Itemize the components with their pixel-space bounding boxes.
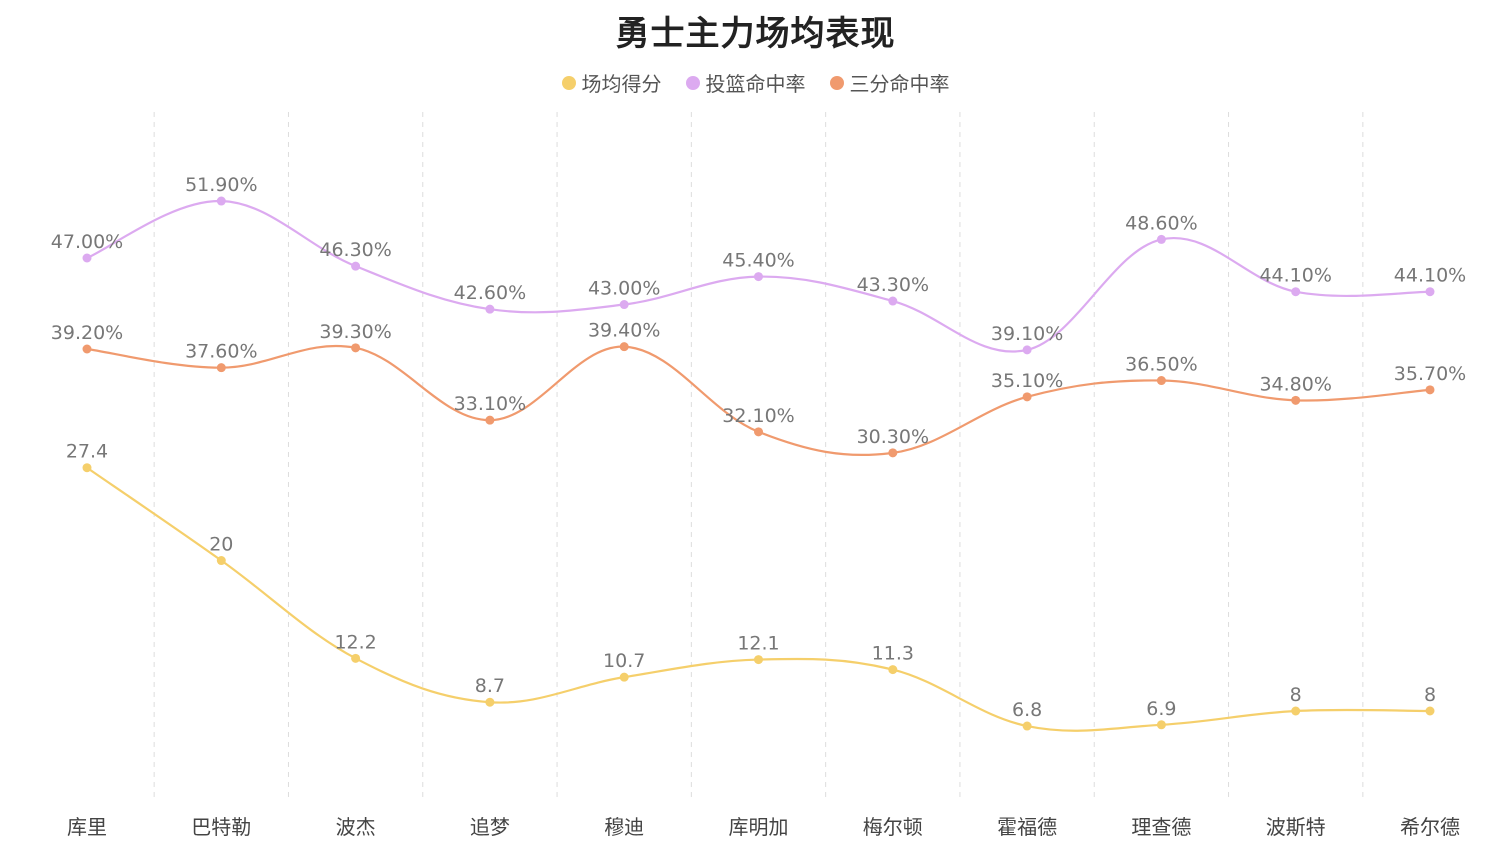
data-label-three-pct: 35.10% bbox=[991, 370, 1063, 392]
x-tick-label: 梅尔顿 bbox=[863, 815, 923, 839]
legend-label-points: 场均得分 bbox=[581, 72, 662, 96]
x-tick-label: 希尔德 bbox=[1400, 815, 1460, 839]
series-line-points bbox=[86, 466, 1431, 732]
data-point-points bbox=[1291, 706, 1301, 716]
x-tick-label: 库明加 bbox=[729, 815, 789, 839]
data-label-points: 6.9 bbox=[1146, 698, 1176, 720]
x-tick-label: 库里 bbox=[67, 815, 107, 839]
legend-label-fg: 投篮命中率 bbox=[705, 72, 806, 96]
data-point-points bbox=[1156, 720, 1166, 730]
data-point-three-pct bbox=[619, 342, 629, 352]
legend: 场均得分 投篮命中率 三分命中率 bbox=[0, 68, 1511, 97]
chart-title: 勇士主力场均表现 bbox=[615, 14, 896, 54]
x-tick-label: 波杰 bbox=[336, 815, 376, 839]
data-label-three-pct: 37.60% bbox=[185, 341, 257, 363]
legend-item-fg[interactable]: 投篮命中率 bbox=[685, 68, 806, 97]
data-label-fg-pct: 51.90% bbox=[185, 174, 257, 196]
data-point-three-pct bbox=[888, 448, 898, 458]
data-label-fg-pct: 39.10% bbox=[991, 323, 1063, 345]
data-point-fg-pct bbox=[619, 300, 629, 310]
data-point-fg-pct bbox=[485, 304, 495, 314]
data-label-points: 10.7 bbox=[603, 650, 645, 672]
data-point-points bbox=[754, 655, 763, 665]
data-point-points bbox=[1425, 706, 1435, 716]
x-tick-label: 巴特勒 bbox=[191, 815, 251, 839]
data-point-fg-pct bbox=[82, 253, 92, 263]
data-label-three-pct: 39.40% bbox=[588, 320, 660, 342]
data-label-fg-pct: 47.00% bbox=[51, 231, 123, 253]
data-point-fg-pct bbox=[216, 196, 226, 206]
data-point-three-pct bbox=[485, 415, 495, 425]
data-label-three-pct: 30.30% bbox=[857, 426, 929, 448]
data-label-points: 12.1 bbox=[737, 633, 779, 655]
data-point-points bbox=[351, 653, 361, 663]
data-point-three-pct bbox=[351, 343, 361, 353]
legend-swatch-fg bbox=[685, 75, 700, 90]
data-point-points bbox=[888, 665, 898, 675]
x-tick-label: 追梦 bbox=[470, 815, 510, 839]
data-label-points: 6.8 bbox=[1012, 699, 1042, 721]
data-point-fg-pct bbox=[754, 272, 763, 282]
data-label-three-pct: 32.10% bbox=[722, 405, 794, 427]
data-label-fg-pct: 46.30% bbox=[319, 239, 391, 261]
data-point-fg-pct bbox=[888, 296, 898, 306]
data-label-points: 11.3 bbox=[872, 643, 914, 665]
x-tick-label: 穆迪 bbox=[604, 815, 644, 839]
data-point-points bbox=[82, 463, 92, 473]
data-label-three-pct: 36.50% bbox=[1125, 354, 1197, 376]
data-point-three-pct bbox=[1291, 395, 1301, 405]
data-point-points bbox=[485, 697, 495, 707]
data-point-fg-pct bbox=[1156, 234, 1166, 244]
data-label-three-pct: 39.30% bbox=[319, 321, 391, 343]
data-label-fg-pct: 43.00% bbox=[588, 278, 660, 300]
data-label-points: 20 bbox=[209, 534, 233, 556]
data-point-points bbox=[216, 556, 226, 566]
data-point-fg-pct bbox=[351, 261, 361, 271]
data-label-three-pct: 34.80% bbox=[1259, 373, 1331, 395]
series-line-three-pct bbox=[86, 344, 1431, 457]
x-tick-label: 霍福德 bbox=[997, 815, 1057, 839]
data-label-fg-pct: 43.30% bbox=[857, 274, 929, 296]
data-label-points: 8 bbox=[1290, 684, 1302, 706]
data-label-fg-pct: 45.40% bbox=[722, 250, 794, 272]
data-point-three-pct bbox=[1425, 385, 1435, 395]
legend-item-3p[interactable]: 三分命中率 bbox=[829, 68, 950, 97]
data-point-fg-pct bbox=[1022, 345, 1032, 355]
legend-swatch-3p bbox=[829, 75, 844, 90]
legend-label-3p: 三分命中率 bbox=[849, 72, 950, 96]
data-label-fg-pct: 44.10% bbox=[1259, 265, 1331, 287]
data-label-points: 12.2 bbox=[334, 631, 376, 653]
data-label-three-pct: 33.10% bbox=[454, 393, 526, 415]
data-label-points: 27.4 bbox=[66, 441, 108, 463]
data-point-three-pct bbox=[754, 427, 763, 437]
data-point-fg-pct bbox=[1425, 287, 1435, 297]
data-label-fg-pct: 44.10% bbox=[1394, 265, 1466, 287]
data-label-points: 8 bbox=[1424, 684, 1436, 706]
data-point-three-pct bbox=[1156, 376, 1166, 386]
data-label-fg-pct: 48.60% bbox=[1125, 212, 1197, 234]
x-tick-label: 波斯特 bbox=[1266, 815, 1326, 839]
data-label-points: 8.7 bbox=[475, 675, 505, 697]
data-point-points bbox=[1022, 721, 1032, 731]
data-point-three-pct bbox=[216, 363, 226, 373]
data-point-three-pct bbox=[82, 344, 92, 354]
legend-item-points[interactable]: 场均得分 bbox=[561, 68, 662, 97]
data-label-three-pct: 39.20% bbox=[51, 322, 123, 344]
data-point-fg-pct bbox=[1291, 287, 1301, 297]
data-point-three-pct bbox=[1022, 392, 1032, 402]
legend-swatch-points bbox=[561, 75, 576, 90]
data-point-points bbox=[619, 672, 629, 682]
data-label-fg-pct: 42.60% bbox=[454, 282, 526, 304]
x-tick-label: 理查德 bbox=[1131, 815, 1191, 839]
data-label-three-pct: 35.70% bbox=[1394, 363, 1466, 385]
